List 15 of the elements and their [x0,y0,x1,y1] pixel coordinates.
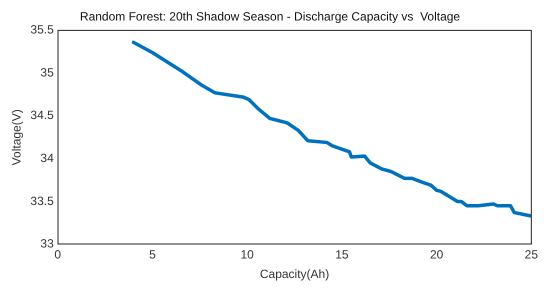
x-axis-title: Capacity(Ah) [260,267,330,282]
y-axis-title: Voltage(V) [10,109,24,166]
y-tick-label: 35.5 [30,22,54,37]
y-tick-label: 33.5 [30,194,54,208]
y-tick-label: 34.5 [30,108,54,122]
x-tick-label: 0 [54,248,62,262]
x-tick-label: 10 [240,248,254,262]
x-tick-label: 15 [335,248,349,262]
y-tick-label: 33 [40,236,54,251]
y-tick-label: 34 [40,150,54,165]
x-tick-label: 25 [524,248,538,262]
x-tick-label: 20 [430,248,444,262]
x-tick-label: 5 [149,248,156,262]
chart-title: Random Forest: 20th Shadow Season - Discharge Capacity vs Voltage [80,10,460,24]
y-tick-label: 35 [40,65,54,80]
